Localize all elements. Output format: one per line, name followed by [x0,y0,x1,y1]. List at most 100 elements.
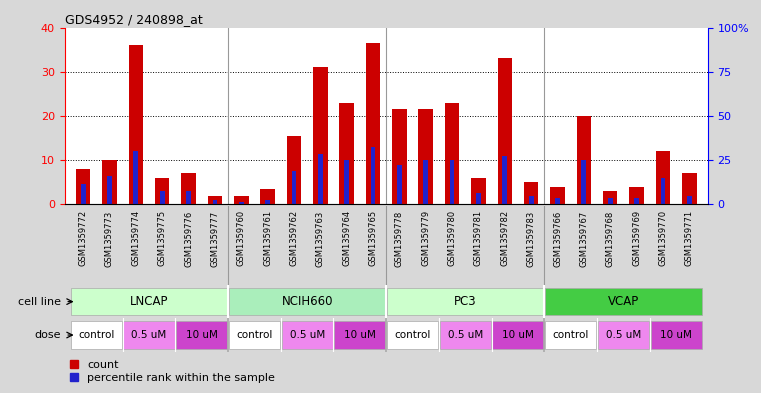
Bar [608,198,613,204]
Bar [334,321,385,349]
Text: GSM1359775: GSM1359775 [158,210,167,266]
Bar [555,198,560,204]
Bar [445,103,460,204]
Bar [102,160,116,204]
Bar [687,195,692,204]
Text: GSM1359771: GSM1359771 [685,210,694,266]
Bar [318,154,323,204]
Text: control: control [552,330,589,340]
Text: 0.5 uM: 0.5 uM [289,330,325,340]
Bar [476,193,481,204]
Bar [107,176,112,204]
Bar [682,173,696,204]
Text: GSM1359761: GSM1359761 [263,210,272,266]
Bar [651,321,702,349]
Bar [260,189,275,204]
Bar [366,43,380,204]
Text: GSM1359764: GSM1359764 [342,210,351,266]
Text: GSM1359772: GSM1359772 [78,210,88,266]
Bar [492,321,543,349]
Bar [661,178,665,204]
Bar [577,116,591,204]
Bar [266,200,270,204]
Bar [450,160,454,204]
Text: GSM1359773: GSM1359773 [105,210,114,266]
Bar [71,288,228,315]
Bar [419,109,433,204]
Bar [387,288,543,315]
Text: 0.5 uM: 0.5 uM [447,330,483,340]
Text: 0.5 uM: 0.5 uM [606,330,641,340]
Text: GSM1359760: GSM1359760 [237,210,246,266]
Text: GSM1359781: GSM1359781 [474,210,483,266]
Text: LNCAP: LNCAP [130,295,168,308]
Text: GDS4952 / 240898_at: GDS4952 / 240898_at [65,13,202,26]
Bar [186,191,191,204]
Text: control: control [78,330,114,340]
Bar [471,178,486,204]
Bar [287,136,301,204]
Bar [550,187,565,204]
Text: GSM1359776: GSM1359776 [184,210,193,266]
Text: VCAP: VCAP [608,295,639,308]
Bar [81,184,85,204]
Bar [598,321,649,349]
Bar [545,321,597,349]
Legend: count, percentile rank within the sample: count, percentile rank within the sample [70,360,275,383]
Bar [440,321,491,349]
Bar [129,45,143,204]
Text: GSM1359770: GSM1359770 [658,210,667,266]
Bar [239,202,244,204]
Text: GSM1359763: GSM1359763 [316,210,325,266]
Bar [234,195,249,204]
Text: 10 uM: 10 uM [502,330,534,340]
Bar [212,200,218,204]
Bar [387,321,438,349]
Text: GSM1359766: GSM1359766 [553,210,562,266]
Text: 10 uM: 10 uM [344,330,376,340]
Bar [229,288,385,315]
Bar [71,321,122,349]
Text: GSM1359767: GSM1359767 [579,210,588,266]
Text: GSM1359780: GSM1359780 [447,210,457,266]
Bar [160,191,164,204]
Text: GSM1359774: GSM1359774 [132,210,140,266]
Bar [76,169,91,204]
Bar [339,103,354,204]
Bar [282,321,333,349]
Text: GSM1359777: GSM1359777 [210,210,219,266]
Bar [545,288,702,315]
Bar [181,173,196,204]
Text: control: control [394,330,431,340]
Bar [498,59,512,204]
Text: GSM1359762: GSM1359762 [289,210,298,266]
Text: control: control [236,330,272,340]
Text: 10 uM: 10 uM [660,330,692,340]
Bar [529,195,533,204]
Text: GSM1359779: GSM1359779 [422,210,430,266]
Bar [581,160,586,204]
Text: PC3: PC3 [454,295,476,308]
Bar [634,198,639,204]
Bar [155,178,170,204]
Text: GSM1359783: GSM1359783 [527,210,536,266]
Bar [423,160,428,204]
Bar [123,321,174,349]
Bar [371,147,375,204]
Text: dose: dose [34,330,61,340]
Text: 10 uM: 10 uM [186,330,218,340]
Text: GSM1359778: GSM1359778 [395,210,404,266]
Bar [524,182,538,204]
Bar [133,151,139,204]
Bar [176,321,228,349]
Bar [397,165,402,204]
Bar [629,187,644,204]
Text: 0.5 uM: 0.5 uM [132,330,167,340]
Bar [392,109,406,204]
Bar [603,191,617,204]
Text: GSM1359765: GSM1359765 [368,210,377,266]
Bar [208,195,222,204]
Bar [656,151,670,204]
Bar [344,160,349,204]
Text: NCIH660: NCIH660 [282,295,333,308]
